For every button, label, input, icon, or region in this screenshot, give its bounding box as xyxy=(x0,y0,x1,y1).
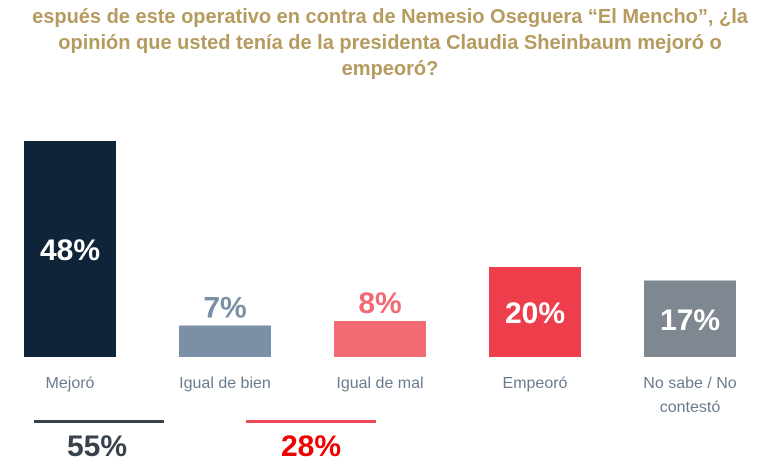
category-label-2: Igual de mal xyxy=(336,375,424,392)
title-line-1: espués de este operativo en contra de Ne… xyxy=(32,6,748,28)
group-line-improved xyxy=(34,420,164,423)
chart-title: espués de este operativo en contra de Ne… xyxy=(0,4,780,82)
bar-1 xyxy=(179,325,271,357)
category-label-0: Mejoró xyxy=(45,375,95,392)
title-line-3: empeoró? xyxy=(341,58,439,80)
bar-4 xyxy=(644,280,736,357)
group-line-worsened xyxy=(246,420,376,423)
bar-2 xyxy=(334,321,426,357)
group-total-improved: 55% xyxy=(66,430,128,463)
group-total-worsened: 28% xyxy=(280,430,342,463)
category-label-1: Igual de bien xyxy=(179,375,271,392)
data-label-2: 8% xyxy=(358,287,401,320)
data-label-3: 20% xyxy=(505,297,565,330)
category-label-4: No sabe / No contestó xyxy=(643,375,737,416)
bar-0 xyxy=(24,141,116,357)
bar-3 xyxy=(489,267,581,357)
category-label-3: Empeoró xyxy=(502,375,568,392)
data-label-0: 48% xyxy=(40,234,100,267)
data-label-4: 17% xyxy=(660,304,720,337)
title-line-2: opinión que usted tenía de la presidenta… xyxy=(58,32,722,54)
data-label-1: 7% xyxy=(203,292,246,325)
